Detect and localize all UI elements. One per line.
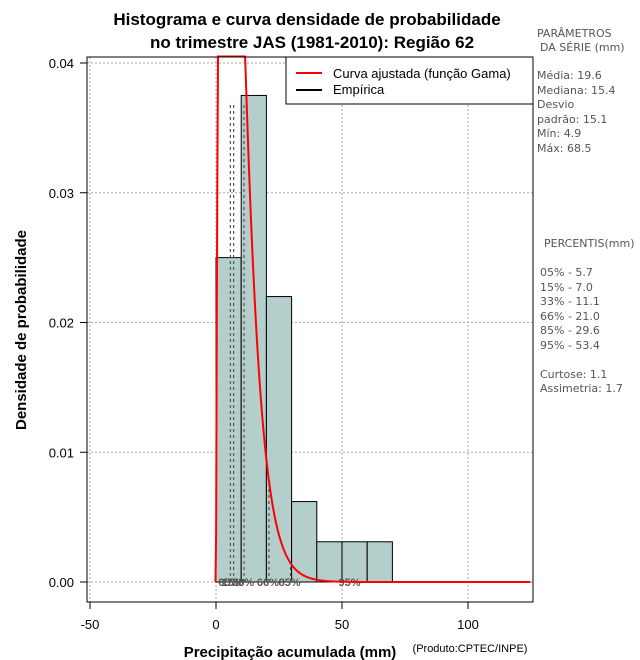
percentil-85: 85% - 29.6 <box>540 324 600 337</box>
percentil-05: 05% - 5.7 <box>540 266 593 279</box>
percentile-label: 66% <box>257 577 279 589</box>
x-axis-label: Precipitação acumulada (mm) <box>184 644 397 660</box>
y-tick-label: 0.02 <box>49 316 74 331</box>
x-tick-label: -50 <box>81 617 100 632</box>
gamma-curve-line <box>214 55 531 583</box>
percentil-66: 66% - 21.0 <box>540 310 600 323</box>
stat-min: Mín: 4.9 <box>537 127 581 140</box>
y-tick-label: 0.03 <box>49 186 74 201</box>
stat-max: Máx: 68.5 <box>537 142 591 155</box>
legend-empirical-label: Empírica <box>333 82 385 97</box>
stat-media: Média: 19.6 <box>537 69 602 82</box>
histogram-bar <box>265 296 293 583</box>
x-tick-label: 50 <box>335 617 349 632</box>
chart-title-line2: no trimestre JAS (1981-2010): Região 62 <box>150 33 474 52</box>
y-tick-label: 0.00 <box>49 575 74 590</box>
legend: Curva ajustada (função Gama) Empírica <box>285 56 534 105</box>
histogram-bar <box>240 94 267 583</box>
y-axis: 0.00 0.01 0.02 0.03 0.04 <box>49 56 87 590</box>
histogram-bars <box>215 94 393 583</box>
side-panel: PARÂMETROS DA SÉRIE (mm) Média: 19.6 Med… <box>537 27 635 395</box>
percentile-label: 95% <box>339 577 361 589</box>
stat-assimetria: Assimetria: 1.7 <box>540 382 623 395</box>
percentil-33: 33% - 11.1 <box>540 295 600 308</box>
histogram-bar <box>215 257 242 583</box>
y-tick-label: 0.01 <box>49 445 74 460</box>
percentile-label: 85% <box>279 577 301 589</box>
percentile-lines: 05%15%33% 66% 85% 95% <box>218 101 361 589</box>
chart-title-line1: Histograma e curva densidade de probabil… <box>113 10 500 29</box>
stat-desvio-1: Desvio <box>537 98 575 111</box>
histogram-bar <box>366 541 393 583</box>
legend-curve-label: Curva ajustada (função Gama) <box>333 66 511 81</box>
x-tick-label: 0 <box>212 617 219 632</box>
percentile-label: 15% <box>222 577 244 589</box>
y-tick-label: 0.04 <box>49 56 74 71</box>
product-credit: (Produto:CPTEC/INPE) <box>413 643 528 655</box>
stat-desvio-2: padrão: 15.1 <box>537 113 607 126</box>
percentil-15: 15% - 7.0 <box>540 281 593 294</box>
percentile-label: 05% <box>218 577 240 589</box>
stat-mediana: Mediana: 15.4 <box>537 84 615 97</box>
x-axis: -50 0 50 100 <box>81 602 479 632</box>
stat-curtose: Curtose: 1.1 <box>540 368 607 381</box>
params-title-1: PARÂMETROS <box>537 27 612 40</box>
x-tick-label: 100 <box>457 617 479 632</box>
percentil-95: 95% - 53.4 <box>540 339 600 352</box>
legend-box <box>285 56 534 105</box>
params-title-2: DA SÉRIE (mm) <box>540 41 625 54</box>
percentis-title: PERCENTIS(mm) <box>544 237 635 250</box>
percentile-label: 33% <box>232 577 254 589</box>
y-axis-label: Densidade de probabilidade <box>13 230 30 430</box>
